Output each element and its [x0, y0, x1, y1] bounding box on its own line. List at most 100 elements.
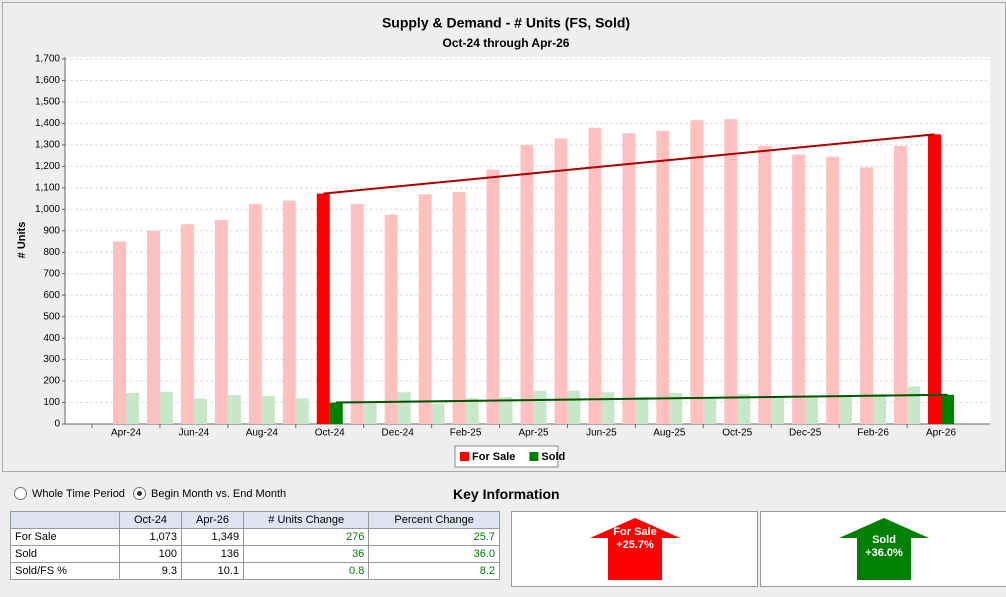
x-tick-label: Apr-24: [111, 428, 141, 439]
bar: [248, 203, 262, 424]
header-cell: Oct-24: [118, 511, 183, 529]
bar: [384, 214, 398, 424]
radio-label: Whole Time Period: [32, 487, 125, 500]
y-tick-label: 1,200: [35, 161, 60, 172]
indicator-label: For Sale: [613, 526, 657, 538]
table-cell: 9.3: [118, 562, 183, 580]
bar: [146, 230, 160, 424]
bar: [839, 395, 853, 424]
y-tick-label: 800: [43, 247, 60, 258]
y-tick-label: 1,600: [35, 75, 60, 86]
x-tick-label: Aug-24: [246, 428, 279, 439]
x-tick-label: Oct-24: [315, 428, 345, 439]
y-tick-label: 1,300: [35, 140, 60, 151]
bar: [792, 154, 806, 424]
bar: [520, 144, 534, 424]
table-cell: 10.1: [181, 562, 245, 580]
table-cell: 100: [118, 545, 183, 563]
indicator-text: For Sale +25.7%: [608, 526, 662, 552]
bar: [771, 396, 785, 424]
bar: [214, 220, 228, 424]
radio-option[interactable]: Begin Month vs. End Month: [133, 487, 286, 500]
bar: [363, 402, 377, 424]
indicator-label: Sold: [872, 534, 896, 546]
y-tick-label: 1,000: [35, 204, 60, 215]
x-tick-label: Jun-24: [179, 428, 210, 439]
bar: [873, 393, 887, 424]
x-tick-label: Aug-25: [653, 428, 686, 439]
bar: [418, 194, 432, 424]
bar: [452, 192, 466, 424]
bar: [894, 145, 908, 425]
header-cell: Apr-26: [181, 511, 245, 529]
y-tick-label: 1,400: [35, 118, 60, 129]
table-cell: 276: [243, 528, 370, 546]
table-cell: 136: [181, 545, 245, 563]
bar: [635, 397, 649, 424]
key-table: Oct-24 Apr-26 # Units Change Percent Change…: [10, 511, 500, 580]
radio-option[interactable]: Whole Time Period: [14, 487, 125, 500]
bar: [316, 193, 330, 424]
arrow-shape: [839, 518, 929, 580]
bar: [622, 133, 636, 424]
bar: [499, 397, 513, 424]
table-cell: 0.8: [243, 562, 370, 580]
table-cell: 1,349: [181, 528, 245, 546]
bar: [907, 386, 921, 424]
bar: [295, 398, 309, 424]
bar: [113, 241, 126, 424]
y-tick-label: 400: [43, 333, 60, 344]
bar: [928, 134, 941, 425]
y-tick-label: 900: [43, 225, 60, 236]
legend: [454, 445, 559, 468]
bar: [860, 167, 874, 425]
bar: [282, 200, 296, 424]
chart-subtitle: Oct-24 through Apr-26: [443, 36, 570, 50]
bar: [601, 392, 615, 424]
bar: [486, 169, 500, 424]
bar: [261, 396, 275, 424]
y-tick-label: 500: [43, 311, 60, 322]
bar: [737, 393, 751, 424]
bar: [465, 398, 479, 424]
bar: [533, 390, 547, 424]
table-cell: Sold: [10, 545, 120, 563]
table-row: Sold/FS % 9.3 10.1 0.8 8.2: [10, 562, 500, 580]
y-axis-label: # Units: [16, 222, 28, 259]
bar: [703, 397, 717, 424]
table-cell: 1,073: [118, 528, 183, 546]
bar: [656, 130, 670, 425]
x-tick-label: Dec-24: [382, 428, 415, 439]
chart: Supply & Demand - # Units (FS, Sold) Oct…: [16, 15, 990, 468]
legend-label: For Sale: [472, 451, 515, 463]
x-tick-label: Oct-25: [722, 428, 752, 439]
indicator-text: Sold +36.0%: [857, 534, 911, 560]
table-cell: Sold/FS %: [10, 562, 120, 580]
bar: [193, 398, 207, 424]
y-tick-label: 1,100: [35, 182, 60, 193]
y-tick-label: 100: [43, 397, 60, 408]
table-cell: 8.2: [368, 562, 500, 580]
table-row: Sold 100 136 36 36.0: [10, 545, 500, 563]
x-tick-label: Feb-26: [857, 428, 889, 439]
bar: [180, 224, 194, 424]
arrow-shape: [590, 518, 680, 580]
bar: [159, 391, 173, 424]
indicator-value: +25.7%: [616, 539, 654, 551]
indicator: Sold +36.0%: [760, 511, 1006, 587]
y-tick-label: 600: [43, 290, 60, 301]
radio-label: Begin Month vs. End Month: [151, 487, 287, 500]
x-tick-label: Feb-25: [450, 428, 482, 439]
bar: [669, 392, 683, 424]
bar: [724, 119, 738, 424]
y-tick-label: 0: [54, 419, 60, 430]
bar: [758, 145, 772, 425]
table-cell: 36.0: [368, 545, 500, 563]
bar: [567, 390, 581, 424]
header-cell: [10, 511, 120, 529]
trend-line: [336, 393, 948, 404]
y-tick-label: 300: [43, 354, 60, 365]
x-tick-label: Apr-26: [926, 428, 956, 439]
arrow: [590, 518, 680, 580]
